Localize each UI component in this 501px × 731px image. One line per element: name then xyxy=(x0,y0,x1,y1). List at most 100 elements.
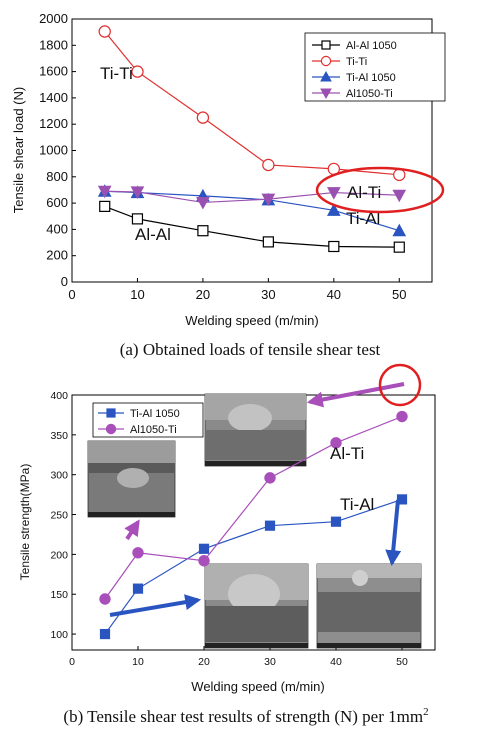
x-tick-label: 0 xyxy=(69,656,75,668)
data-point xyxy=(326,187,341,200)
y-tick-label: 1800 xyxy=(39,37,68,52)
annotation-ti-al-a: Ti-Al xyxy=(346,209,380,228)
legend-marker xyxy=(321,40,331,50)
legend-marker xyxy=(106,408,116,418)
data-point xyxy=(262,236,274,248)
series-line xyxy=(104,498,403,635)
micrograph-inset-2 xyxy=(204,393,307,467)
caption-b-superscript: 2 xyxy=(423,706,429,718)
legend-label: Al-Al 1050 xyxy=(346,40,397,52)
x-tick-label: 30 xyxy=(261,287,275,302)
micrograph-inset-4 xyxy=(316,563,422,649)
x-axis-label-a: Welding speed (m/min) xyxy=(185,313,318,328)
arrow-blue-1 xyxy=(109,594,202,617)
series-line xyxy=(104,190,400,204)
y-tick-label: 1200 xyxy=(39,116,68,131)
data-point xyxy=(326,203,341,216)
legend-label: Al1050-Ti xyxy=(130,424,177,436)
data-point xyxy=(132,547,144,559)
data-point xyxy=(196,196,210,210)
y-tick-label: 800 xyxy=(46,169,68,184)
y-tick-label: 150 xyxy=(50,589,68,601)
annotation-al-al: Al-Al xyxy=(135,225,171,244)
y-tick-label: 1000 xyxy=(39,143,68,158)
data-point xyxy=(130,186,145,199)
micrograph-inset-3 xyxy=(204,563,309,649)
y-tick-label: 600 xyxy=(46,195,68,210)
annotation-ti-ti: Ti-Ti xyxy=(100,64,133,83)
chart-a: 0 200 400 600 800 1000 1200 1400 1600 1800 2000 0 1… xyxy=(11,11,446,359)
data-point xyxy=(198,555,210,567)
series-line xyxy=(104,415,403,600)
arrow-purple-2 xyxy=(306,382,405,408)
data-point xyxy=(99,628,111,640)
caption-b: (b) Tensile shear test results of streng… xyxy=(63,706,428,726)
highlight-circle-b xyxy=(378,363,422,407)
x-tick-label: 40 xyxy=(330,656,342,668)
data-point xyxy=(330,437,342,449)
y-tick-label: 0 xyxy=(61,274,68,289)
data-point xyxy=(196,111,210,124)
legend-marker xyxy=(105,423,117,435)
data-point xyxy=(97,185,112,199)
y-axis-label-a: Tensile shear load (N) xyxy=(11,87,26,213)
data-point xyxy=(261,193,276,207)
caption-a: (a) Obtained loads of tensile shear test xyxy=(120,340,381,359)
data-point xyxy=(131,65,144,78)
legend-label: Ti-Al 1050 xyxy=(130,408,180,420)
data-point xyxy=(98,25,111,38)
x-tick-label: 40 xyxy=(327,287,341,302)
data-point xyxy=(396,494,408,505)
data-point xyxy=(330,516,342,527)
series-line xyxy=(104,31,400,176)
highlight-ellipse-a xyxy=(315,166,445,214)
legend-marker xyxy=(320,70,332,82)
x-axis-label-b: Welding speed (m/min) xyxy=(191,679,324,694)
arrow-purple-1 xyxy=(124,519,140,541)
data-point xyxy=(197,225,209,237)
y-tick-label: 250 xyxy=(50,510,68,522)
y-tick-label: 200 xyxy=(46,248,68,263)
y-tick-label: 1400 xyxy=(39,90,68,105)
annotation-ti-al-b: Ti-Al xyxy=(340,495,374,514)
legend-label: Ti-Al 1050 xyxy=(346,72,396,84)
y-tick-label: 350 xyxy=(50,430,68,442)
y-tick-label: 100 xyxy=(50,629,68,641)
data-point xyxy=(198,543,210,554)
legend-label: Al1050-Ti xyxy=(346,88,393,100)
legend-marker xyxy=(320,55,332,67)
y-tick-label: 2000 xyxy=(39,11,68,26)
caption-b-text: (b) Tensile shear test results of streng… xyxy=(63,707,423,726)
data-point xyxy=(328,240,340,253)
x-tick-label: 50 xyxy=(392,287,406,302)
x-tick-label: 10 xyxy=(130,287,144,302)
legend-a: Al-Al 1050 Ti-Ti Ti-Al 1050 Al1050-Ti xyxy=(304,32,446,102)
y-axis-label-b: Tensile strength(MPa) xyxy=(18,464,32,581)
data-point xyxy=(99,593,111,605)
x-tick-label: 20 xyxy=(196,287,210,302)
data-point xyxy=(393,241,405,253)
data-point xyxy=(264,520,276,531)
y-tick-label: 300 xyxy=(50,470,68,482)
data-point xyxy=(392,223,407,237)
data-point xyxy=(132,583,144,594)
legend-label: Ti-Ti xyxy=(346,56,367,68)
micrograph-inset-1 xyxy=(87,440,176,518)
data-point xyxy=(262,158,275,172)
x-tick-label: 50 xyxy=(396,656,408,668)
data-point xyxy=(392,189,407,203)
data-point xyxy=(99,200,111,212)
legend-b: Ti-Al 1050 Al1050-Ti xyxy=(92,402,204,438)
x-tick-label: 10 xyxy=(132,656,144,668)
annotation-al-ti-a: Al-Ti xyxy=(347,183,381,202)
y-tick-label: 1600 xyxy=(39,64,68,79)
legend-marker xyxy=(320,88,332,100)
chart-b: 100 150 200 250 300 350 400 0 10 20 30 40 50 xyxy=(18,363,436,726)
data-point xyxy=(131,213,144,225)
x-tick-label: 20 xyxy=(198,656,210,668)
x-tick-label: 30 xyxy=(264,656,276,668)
data-point xyxy=(264,472,276,484)
arrow-blue-2 xyxy=(385,499,402,567)
x-tick-label: 0 xyxy=(68,287,75,302)
